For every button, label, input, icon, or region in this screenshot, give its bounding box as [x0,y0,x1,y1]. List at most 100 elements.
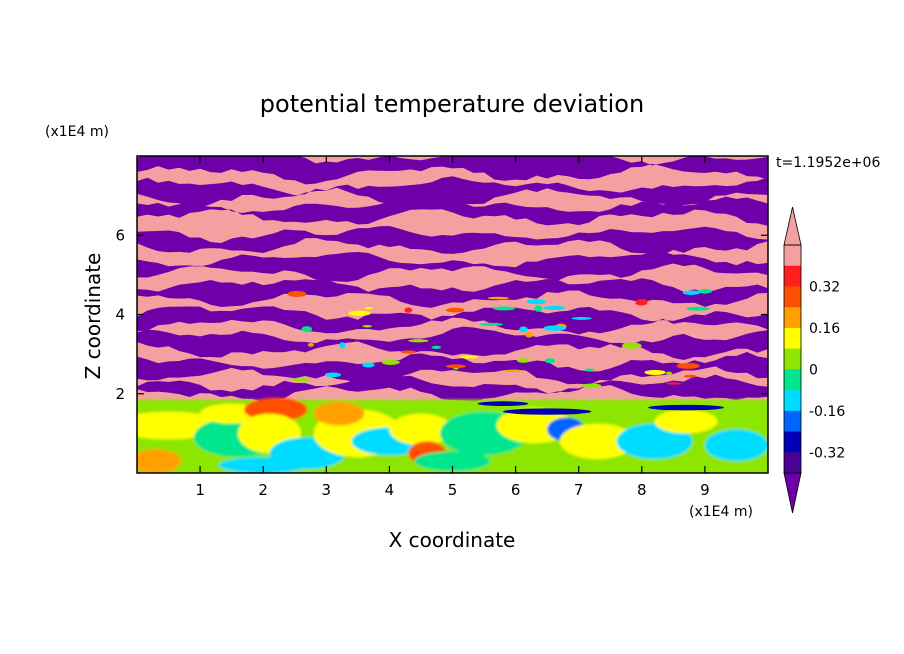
x-tick-label: 6 [511,481,521,499]
field-filament [543,305,566,310]
y-axis-label: Z coordinate [81,253,105,380]
field-purple-band [137,374,768,403]
field-filament [459,355,479,359]
field-blob [219,457,308,473]
x-unit-label: (x1E4 m) [689,504,753,520]
colorbar: 0.32 0.16 0 -0.16 -0.32 [783,206,845,514]
field-filament [621,342,642,349]
field-filament [584,368,595,372]
colorbar-under-arrow [783,472,802,514]
field-purple-band [137,352,768,385]
field-filament [307,343,314,347]
field-filament [543,325,567,331]
field-streak [477,401,529,407]
field-filament [665,371,673,375]
field-filament [697,289,712,294]
y-tick-label: 2 [115,385,125,403]
field-mixed-layer [137,397,768,473]
colorbar-tick-label: -0.16 [809,404,845,420]
field-filament [363,307,373,310]
field-filament [503,369,522,372]
field-filament [519,326,528,333]
field-purple-band [137,225,768,256]
field-filament [581,383,602,388]
field-filament [445,307,465,313]
field-purple-band [137,278,768,308]
field-filament [431,345,442,349]
x-tick-label: 8 [637,481,647,499]
field-filament [339,342,346,349]
colorbar-bin [784,327,801,350]
field-filament [381,359,400,365]
colorbar-tick-label: 0.32 [809,279,840,295]
colorbar-tick-label: 0 [809,362,818,378]
field-filament [362,324,372,328]
x-axis: 1 2 3 4 5 6 7 8 9 [195,156,710,499]
field-filament [324,372,341,378]
field-streak [502,408,592,415]
colorbar-bin [784,452,801,474]
field-blob [389,413,453,446]
chart-title: potential temperature deviation [260,90,644,118]
field-filament [493,306,516,311]
field-filament [291,378,311,382]
y-unit-label: (x1E4 m) [45,124,109,140]
colorbar-bin [784,286,801,308]
field-filament [635,300,648,306]
heatmap-field [137,156,768,473]
field-blob [616,423,693,460]
colorbar-bin [784,431,801,453]
x-tick-label: 5 [448,481,458,499]
field-filament [525,331,533,338]
field-filament [446,364,466,369]
x-tick-label: 2 [258,481,268,499]
time-label: t=1.1952e+06 [776,155,880,171]
colorbar-frame [783,244,802,474]
field-filament [644,369,666,375]
y-tick-label: 6 [115,226,125,244]
field-purple-band [137,156,768,185]
x-tick-label: 7 [574,481,584,499]
colorbar-bin [784,245,801,267]
y-axis: 2 4 6 [115,226,768,403]
field-filament [683,374,697,378]
field-filament [487,296,509,300]
field-blob [137,449,182,473]
x-axis-label: X coordinate [389,528,516,552]
field-purple-band [137,326,768,360]
colorbar-bin [784,369,801,391]
colorbar-bin [784,307,801,329]
field-purple-band [137,196,768,226]
colorbar-over-arrow [783,206,802,246]
field-blob [414,451,491,472]
field-filament [676,363,700,369]
colorbar-bin [784,410,801,432]
field-filament [479,322,504,326]
field-filament [571,316,592,320]
field-filament [686,306,710,311]
x-tick-label: 9 [700,481,710,499]
colorbar-bin [784,390,801,412]
colorbar-tick-label: -0.32 [809,445,845,461]
field-purple-band [137,306,768,335]
field-blob [704,429,768,462]
field-filament [666,382,682,385]
x-tick-label: 3 [322,481,332,499]
y-tick-label: 4 [115,306,125,324]
field-filament [544,358,556,364]
colorbar-bin [784,265,801,287]
field-filament [287,290,307,297]
field-blob [559,423,636,460]
field-filament [301,326,313,333]
field-filament [682,290,700,295]
field-filament [404,307,413,313]
field-filament [526,299,547,305]
field-filament [534,305,543,312]
field-filament [348,310,371,316]
colorbar-tick-label: 0.16 [809,321,840,337]
field-filament [400,350,417,354]
colorbar-bin [784,348,801,370]
field-purple-band [137,251,768,282]
field-filament [408,339,429,343]
